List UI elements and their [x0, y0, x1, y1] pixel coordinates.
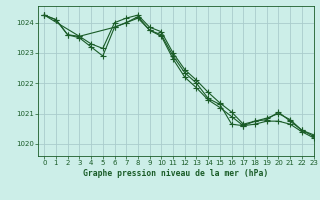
X-axis label: Graphe pression niveau de la mer (hPa): Graphe pression niveau de la mer (hPa): [84, 169, 268, 178]
